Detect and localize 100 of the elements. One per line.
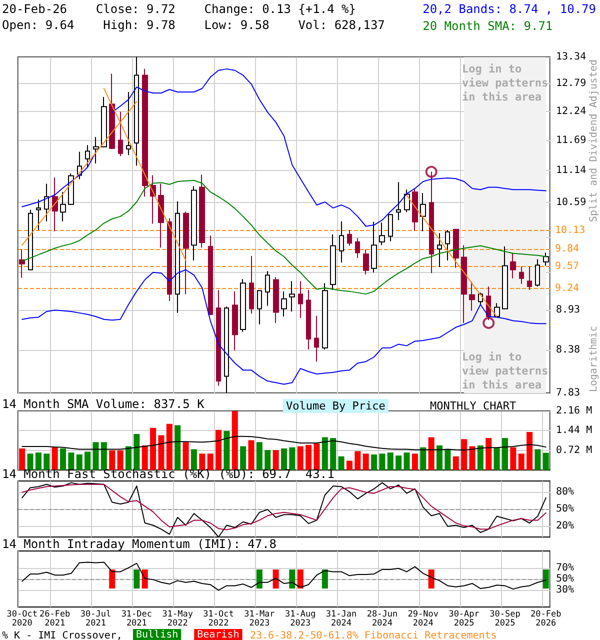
candlestick	[199, 174, 205, 248]
bar	[428, 437, 434, 470]
bar	[346, 460, 352, 470]
bar	[35, 452, 42, 470]
y-tick-label: 1.44 M	[556, 425, 592, 436]
candlestick	[60, 191, 66, 222]
ref-line-label: 9.84	[555, 243, 580, 254]
bar	[477, 445, 484, 470]
x-tick-label: 29-Nov 2024	[408, 610, 438, 628]
candlestick	[453, 228, 459, 268]
candlestick	[273, 276, 279, 324]
candlestick	[519, 266, 524, 284]
y-tick-label: 13.34	[556, 52, 586, 62]
bar	[109, 450, 116, 470]
candlestick	[118, 111, 123, 157]
bar	[362, 454, 369, 470]
bar	[174, 425, 181, 470]
line-series	[22, 562, 546, 591]
bar	[412, 454, 418, 470]
x-tick-label: 30-Oct 2020	[6, 610, 38, 628]
ref-line-label: 9.57	[555, 260, 580, 272]
x-tick-label: 26-Feb 2021	[39, 610, 70, 628]
y-tick-label: 11.69	[556, 134, 586, 146]
bar	[306, 444, 312, 470]
text: Bearish	[197, 630, 240, 640]
bar	[52, 447, 58, 470]
annotation: Log in to view patterns in this area	[462, 350, 548, 392]
candlestick	[535, 258, 540, 288]
y-tick-label: 80%	[556, 486, 574, 498]
bar	[404, 452, 410, 470]
bar	[207, 454, 214, 470]
bar	[469, 446, 476, 470]
candlestick	[388, 214, 393, 242]
candlestick	[469, 281, 475, 312]
candlestick	[298, 280, 303, 318]
candlestick	[216, 289, 221, 386]
x-tick-label: 31-May 2022	[162, 610, 193, 628]
candlestick	[339, 220, 344, 264]
bar	[264, 450, 271, 470]
bar	[216, 430, 222, 470]
candlestick	[68, 172, 74, 206]
candlestick	[437, 232, 442, 268]
bar	[518, 454, 524, 470]
x-tick-label: 30-Apr 2025	[448, 610, 480, 628]
candlestick	[44, 183, 49, 222]
candlestick	[19, 249, 25, 278]
bar	[297, 446, 304, 470]
bar	[486, 438, 492, 470]
bar	[134, 434, 140, 470]
candlestick	[249, 255, 254, 314]
bar	[436, 445, 443, 470]
ref-line-label: 10.13	[555, 225, 586, 236]
bar	[182, 442, 189, 470]
y-tick-label: 8.93	[556, 304, 580, 316]
line-series	[22, 436, 546, 451]
x-tick-label: 20-Feb 2026	[530, 610, 562, 628]
bar	[444, 449, 451, 470]
bar	[371, 454, 378, 470]
bar	[420, 447, 426, 470]
y-tick-label: 10.59	[556, 197, 586, 208]
chart-title: 14 Month SMA Volume: 837.5 K	[2, 397, 206, 411]
y-tick-label: 8.38	[556, 344, 580, 356]
candlestick	[167, 218, 172, 302]
bar	[224, 430, 230, 470]
x-tick-label: 31-Dec 2021	[121, 610, 152, 628]
candlestick	[306, 289, 311, 350]
bar	[117, 450, 124, 470]
candlestick	[420, 192, 426, 232]
candlestick	[494, 302, 500, 317]
y-tick-label: 11.14	[556, 165, 586, 176]
candlestick	[396, 182, 401, 221]
x-tick-label: 31-Mar 2023	[244, 610, 275, 628]
line-series	[22, 180, 546, 295]
candlestick	[461, 244, 467, 324]
bar	[354, 451, 361, 470]
bar	[199, 454, 206, 470]
y-axis-title: Split and Dividend Adjusted	[588, 59, 600, 222]
y-tick-label: 30%	[556, 584, 574, 596]
bar	[461, 439, 468, 470]
bar	[100, 442, 107, 470]
candlestick	[52, 176, 58, 232]
candlestick	[289, 280, 295, 312]
candlestick	[208, 235, 213, 316]
candlestick	[101, 96, 107, 148]
candlestick	[355, 238, 360, 258]
bar	[272, 450, 279, 470]
bar	[510, 447, 516, 470]
text: 20 Month SMA: 9.71	[422, 19, 553, 33]
x-tick-label: 31-Jan 2024	[326, 610, 357, 628]
bar	[256, 442, 262, 470]
bar	[314, 444, 320, 470]
candlestick	[314, 315, 319, 362]
y-tick-label: 50%	[556, 574, 574, 584]
bar	[452, 456, 459, 470]
candlestick	[281, 290, 287, 317]
x-tick-label: 30-Sep 2025	[490, 610, 520, 628]
bar	[125, 446, 132, 470]
candlestick	[265, 270, 270, 306]
bar	[542, 452, 549, 470]
candlestick	[109, 73, 115, 150]
